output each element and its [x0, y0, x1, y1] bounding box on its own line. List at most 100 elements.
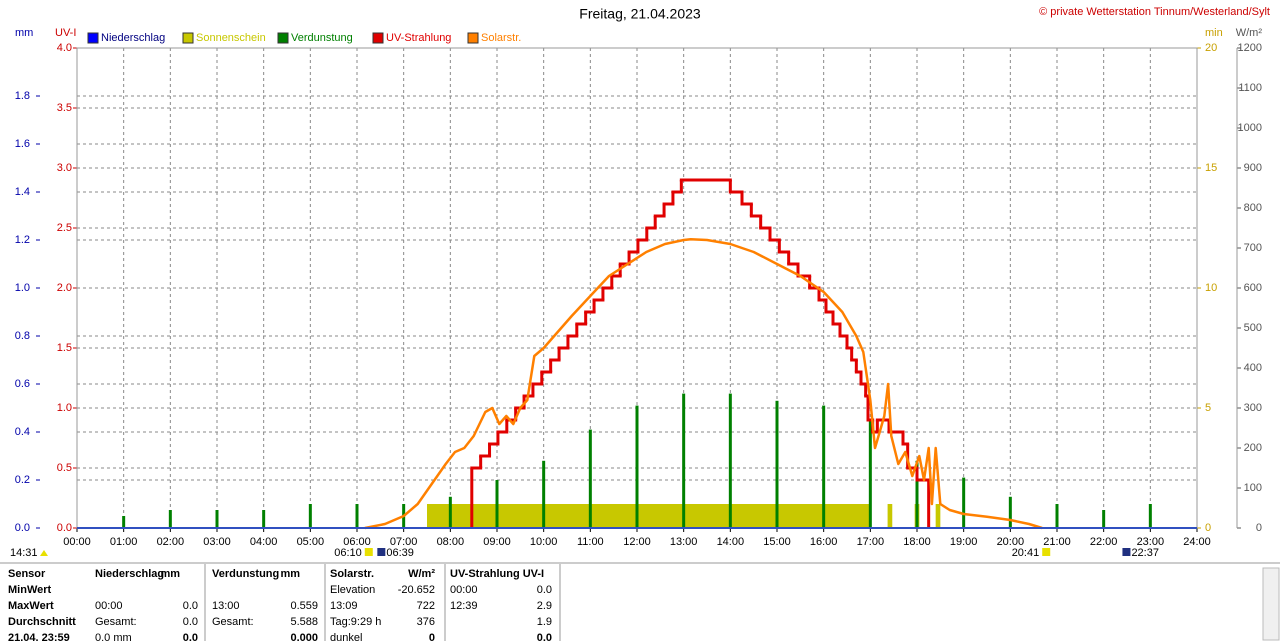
copyright: © private Wetterstation Tinnum/Westerlan… [1039, 6, 1270, 18]
day-length: 14:31 [10, 547, 38, 559]
chart-title: Freitag, 21.04.2023 [579, 6, 701, 22]
evaporation-bar [215, 510, 219, 528]
table-cell: 0.0 mm [95, 632, 132, 641]
evaporation-bar [1102, 510, 1106, 528]
legend-swatch [372, 32, 384, 44]
x-tick-label: 08:00 [437, 536, 465, 548]
x-tick-label: 09:00 [483, 536, 511, 548]
legend-swatch [467, 32, 479, 44]
x-tick-label: 22:00 [1090, 536, 1118, 548]
x-tick-label: 15:00 [763, 536, 791, 548]
evaporation-bar [168, 510, 172, 528]
y-tick-label: 2.5 [57, 222, 72, 234]
y-tick-label: 600 [1244, 282, 1262, 294]
y-tick-label: 0.0 [57, 522, 72, 534]
axis-title: W/m² [1236, 27, 1263, 39]
table-cell: 0.559 [290, 600, 318, 612]
marker-icon [364, 548, 373, 556]
table-cell: 0.0 [183, 632, 198, 641]
table-cell: Gesamt: [95, 616, 137, 628]
table-cell: UV-Strahlung UV-I [450, 568, 544, 580]
y-tick-label: 1200 [1238, 42, 1262, 54]
y-tick-label: 5 [1205, 402, 1211, 414]
marker-label: 06:39 [386, 547, 414, 559]
x-tick-label: 24:00 [1183, 536, 1211, 548]
evaporation-bar [868, 420, 872, 528]
y-tick-label: 200 [1244, 442, 1262, 454]
x-tick-label: 20:00 [997, 536, 1025, 548]
evaporation-bar [775, 400, 779, 528]
table-cell: Solarstr. [330, 568, 374, 580]
table-cell: 12:39 [450, 600, 478, 612]
y-tick-label: 1000 [1238, 122, 1262, 134]
y-tick-label: 1.0 [15, 282, 30, 294]
y-tick-label: 100 [1244, 482, 1262, 494]
legend-label: Verdunstung [291, 32, 353, 44]
evaporation-bar [1055, 504, 1059, 528]
table-cell: 0.0 [537, 584, 552, 596]
legend-label: Solarstr. [481, 32, 521, 44]
marker-label: 20:41 [1012, 547, 1040, 559]
evaporation-bar [355, 504, 359, 528]
table-cell: Gesamt: [212, 616, 254, 628]
x-tick-label: 16:00 [810, 536, 838, 548]
y-tick-label: 500 [1244, 322, 1262, 334]
evaporation-bar [495, 480, 499, 528]
sunshine-bar [887, 504, 893, 528]
evaporation-bar [635, 405, 639, 528]
axis-title: UV-I [55, 27, 76, 39]
y-tick-label: 2.0 [57, 282, 72, 294]
y-tick-label: 0 [1205, 522, 1211, 534]
table-cell: 00:00 [450, 584, 478, 596]
evaporation-bar [1148, 504, 1152, 528]
table-cell: 21.04. 23:59 [8, 632, 70, 641]
y-tick-label: 3.5 [57, 102, 72, 114]
evaporation-bar [728, 393, 732, 528]
marker-icon [1042, 548, 1051, 556]
legend-label: Sonnenschein [196, 32, 266, 44]
y-tick-label: 4.0 [57, 42, 72, 54]
evaporation-bar [915, 460, 919, 528]
marker-icon [1122, 548, 1131, 556]
legend-swatch [182, 32, 194, 44]
y-tick-label: 900 [1244, 162, 1262, 174]
y-tick-label: 300 [1244, 402, 1262, 414]
evaporation-bar [262, 510, 266, 528]
axis-title: mm [15, 27, 33, 39]
table-cell: 722 [417, 600, 435, 612]
table-cell: 1.9 [537, 616, 552, 628]
evaporation-bar [588, 429, 592, 528]
table-cell: MaxWert [8, 600, 54, 612]
y-tick-label: 20 [1205, 42, 1217, 54]
x-tick-label: 19:00 [950, 536, 978, 548]
marker-label: 22:37 [1131, 547, 1159, 559]
evaporation-bar [682, 393, 686, 528]
table-cell: Sensor [8, 568, 46, 580]
y-tick-label: 3.0 [57, 162, 72, 174]
y-tick-label: 1.0 [57, 402, 72, 414]
evaporation-bar [962, 477, 966, 528]
y-tick-label: 700 [1244, 242, 1262, 254]
x-tick-label: 18:00 [903, 536, 931, 548]
solar-line [364, 237, 1043, 530]
y-tick-label: 1100 [1238, 82, 1262, 94]
evaporation-bar [1008, 496, 1012, 528]
y-tick-label: 1.2 [15, 234, 30, 246]
y-tick-label: 0.6 [15, 378, 30, 390]
x-tick-label: 23:00 [1137, 536, 1165, 548]
y-tick-label: 1.5 [57, 342, 72, 354]
evaporation-bar [822, 405, 826, 528]
legend-label: UV-Strahlung [386, 32, 451, 44]
x-tick-label: 06:00 [343, 536, 371, 548]
sunshine-bar [935, 504, 941, 528]
x-tick-label: 03:00 [203, 536, 231, 548]
table-cell: dunkel [330, 632, 362, 641]
y-tick-label: 0.0 [15, 522, 30, 534]
table-cell: 0.0 [183, 616, 198, 628]
x-tick-label: 14:00 [717, 536, 745, 548]
x-tick-label: 21:00 [1043, 536, 1071, 548]
marker-icon [377, 548, 386, 556]
legend-swatch [87, 32, 99, 44]
